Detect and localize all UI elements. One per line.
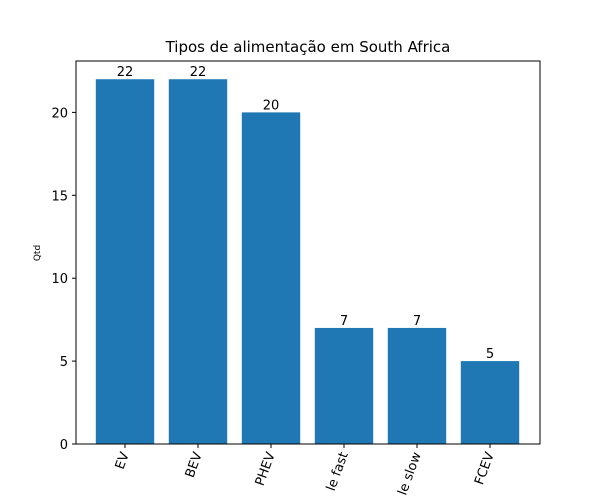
y-axis-label: Qtd <box>33 245 43 261</box>
bar <box>314 327 374 444</box>
y-tick-label: 10 <box>51 272 68 287</box>
value-label: 22 <box>190 65 207 80</box>
x-tick-label: EV <box>113 450 133 471</box>
x-tick-label: BEV <box>183 450 206 480</box>
bar <box>241 112 301 445</box>
value-label: 22 <box>117 65 134 80</box>
chart-title: Tipos de alimentação em South Africa <box>165 38 451 56</box>
bar <box>387 327 447 444</box>
value-label: 7 <box>413 314 421 329</box>
y-tick-label: 5 <box>60 355 68 370</box>
value-label: 7 <box>340 314 348 329</box>
bar <box>168 79 228 444</box>
x-tick-label: le fast <box>324 450 352 493</box>
value-label: 5 <box>486 347 494 362</box>
x-tick-label: PHEV <box>253 450 279 488</box>
x-tick-label: le slow <box>395 450 425 497</box>
y-tick-label: 20 <box>51 106 68 121</box>
axes-frame <box>75 60 541 445</box>
y-tick-label: 15 <box>51 189 68 204</box>
bar <box>95 79 155 444</box>
value-label: 20 <box>263 98 280 113</box>
x-tick-label: FCEV <box>472 450 498 487</box>
y-tick-label: 0 <box>60 438 68 453</box>
bar <box>460 361 520 444</box>
